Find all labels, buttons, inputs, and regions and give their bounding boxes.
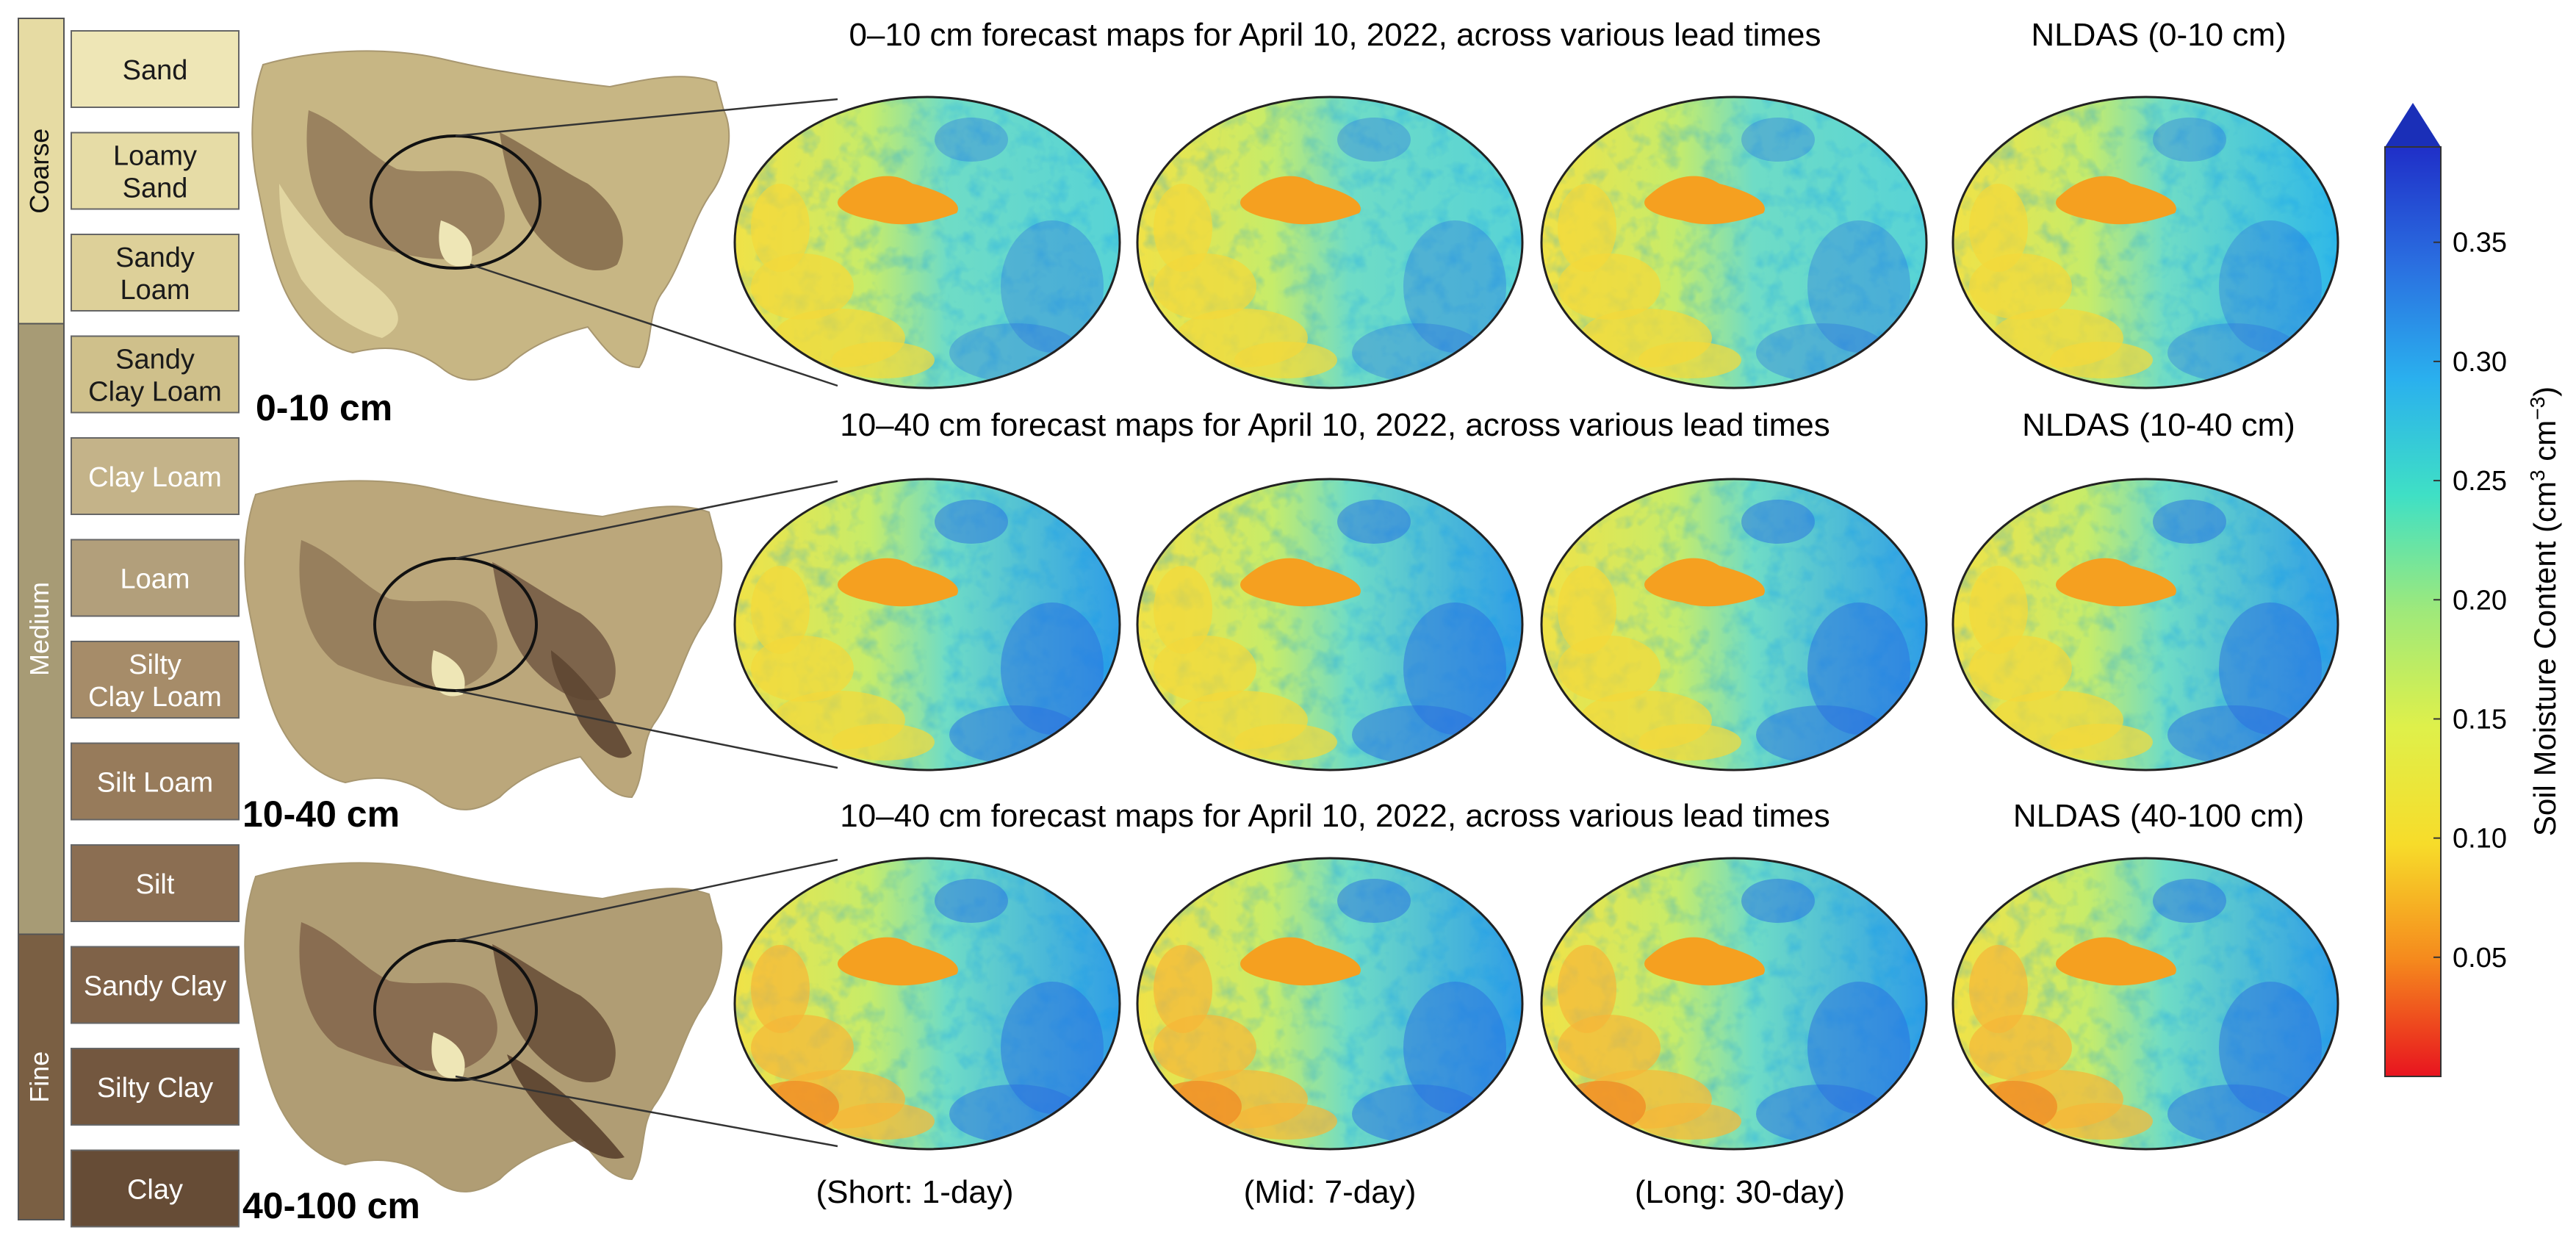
forecast-map — [1137, 97, 1522, 388]
colorbar-tick-label: 0.10 — [2453, 824, 2507, 855]
map-ellipse-outline — [1951, 96, 2339, 389]
colorbar-label: Soil Moisture Content (cm3 cm−3) — [2526, 386, 2563, 836]
lead-time-mid: (Mid: 7-day) — [1244, 1174, 1417, 1210]
map-ellipse-outline — [1951, 857, 2339, 1151]
depth-label-row2: 10-40 cm — [242, 794, 400, 835]
colorbar-tick-label: 0.25 — [2453, 466, 2507, 497]
map-ellipse-outline — [733, 478, 1121, 771]
legend-class-label: Clay Loam — [88, 462, 222, 493]
colorbar: 0.05 0.10 0.15 0.20 0.25 0.30 0.35 Soil Moistu… — [2384, 103, 2563, 1077]
legend-class-label: Clay Loam — [88, 682, 222, 713]
us-soil-map-row3 — [244, 862, 723, 1193]
colorbar-extend-arrow — [2385, 103, 2441, 147]
legend-class-label: Clay Loam — [88, 377, 222, 408]
forecast-map — [735, 97, 1120, 388]
forecast-map — [1137, 479, 1522, 770]
forecast-map-grid — [733, 96, 2339, 1151]
zoom-connectors — [455, 98, 838, 1148]
legend-class-label: Loam — [120, 564, 190, 595]
legend-group-bar — [18, 323, 65, 935]
legend-group-bar — [18, 933, 65, 1220]
nldas-reference-map — [1953, 479, 2338, 770]
map-ellipse-outline — [1136, 478, 1524, 771]
legend-class-box — [71, 742, 240, 821]
row3-nldas-title: NLDAS (40-100 cm) — [2013, 798, 2304, 834]
depth-label-row3: 40-100 cm — [242, 1185, 420, 1226]
legend-group-label: Coarse — [24, 129, 54, 214]
legend-class-label: Sand — [123, 173, 188, 204]
forecast-map — [1137, 858, 1522, 1149]
colorbar-tick-label: 0.30 — [2453, 347, 2507, 378]
forecast-map — [1541, 858, 1926, 1149]
legend-class-box — [71, 1048, 240, 1126]
colorbar-tick-label: 0.20 — [2453, 585, 2507, 616]
map-ellipse-outline — [733, 96, 1121, 389]
legend-class-label: Loam — [120, 275, 190, 306]
forecast-map — [1541, 97, 1926, 388]
depth-label-row1: 0-10 cm — [256, 387, 392, 428]
legend-class-label: Silty — [129, 650, 181, 680]
lead-time-long: (Long: 30-day) — [1635, 1174, 1845, 1210]
legend-class-label: Sand — [123, 55, 188, 86]
nldas-reference-map — [1953, 858, 2338, 1149]
row1-title: 0–10 cm forecast maps for April 10, 2022… — [849, 17, 1821, 53]
legend-class-label: Sandy — [115, 242, 195, 273]
nldas-reference-map — [1953, 97, 2338, 388]
forecast-map — [1541, 479, 1926, 770]
row2-nldas-title: NLDAS (10-40 cm) — [2022, 407, 2295, 443]
lead-time-short: (Short: 1-day) — [816, 1174, 1014, 1210]
legend-class-box — [71, 234, 240, 312]
legend-class-box — [71, 844, 240, 922]
legend-class-label: Sandy — [115, 345, 195, 375]
map-ellipse-outline — [1136, 96, 1524, 389]
us-soil-map-row1 — [251, 50, 730, 381]
legend-group-label: Fine — [24, 1051, 54, 1103]
colorbar-gradient — [2384, 146, 2442, 1077]
legend-class-label: Sandy Clay — [84, 971, 226, 1002]
row3-title: 10–40 cm forecast maps for April 10, 202… — [840, 798, 1830, 834]
legend-group-label: Medium — [24, 582, 54, 676]
map-ellipse-outline — [1540, 96, 1928, 389]
row2-title: 10–40 cm forecast maps for April 10, 202… — [840, 407, 1830, 443]
legend-class-box — [71, 946, 240, 1024]
forecast-map — [735, 479, 1120, 770]
map-ellipse-outline — [733, 857, 1121, 1151]
colorbar-tick-label: 0.35 — [2453, 228, 2507, 259]
legend-class-label: Clay — [127, 1175, 183, 1206]
legend-class-box — [71, 539, 240, 617]
colorbar-tick-label: 0.05 — [2453, 943, 2507, 974]
legend-class-box — [71, 1149, 240, 1228]
forecast-map — [735, 858, 1120, 1149]
legend-class-box — [71, 30, 240, 108]
map-ellipse-outline — [1540, 478, 1928, 771]
map-ellipse-outline — [1136, 857, 1524, 1151]
legend-class-box — [71, 132, 240, 210]
legend-class-box — [71, 437, 240, 515]
legend-class-label: Loamy — [113, 141, 197, 172]
map-ellipse-outline — [1540, 857, 1928, 1151]
us-soil-map-row2 — [244, 480, 723, 810]
colorbar-tick-label: 0.15 — [2453, 704, 2507, 735]
legend-class-label: Silt — [136, 869, 175, 900]
legend-class-box — [71, 641, 240, 719]
soil-texture-legend: CoarseMediumFineSandLoamySandSandyLoamSa… — [18, 18, 240, 1228]
legend-class-label: Silty Clay — [97, 1073, 213, 1104]
map-ellipse-outline — [1951, 478, 2339, 771]
legend-class-label: Silt Loam — [97, 768, 213, 799]
row1-nldas-title: NLDAS (0-10 cm) — [2031, 17, 2286, 53]
legend-group-bar — [18, 18, 65, 325]
legend-class-box — [71, 335, 240, 414]
